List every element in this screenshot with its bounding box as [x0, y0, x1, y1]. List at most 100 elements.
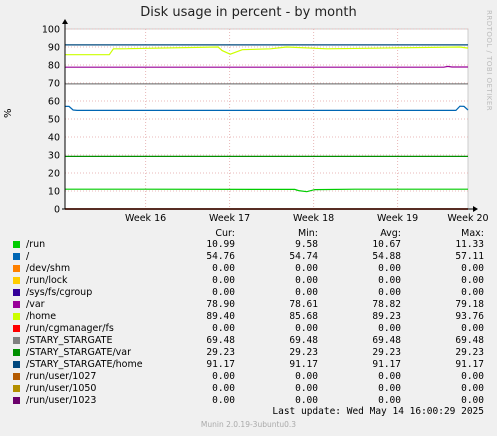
- legend-value-avg: 0.00: [378, 371, 401, 382]
- legend-row: / 54.76 54.74 54.88 57.11: [0, 251, 497, 263]
- axes: 0 10 20 30 40 50 60 70 80 90 100 Week 16 Week 17 Week…: [42, 19, 489, 224]
- series-line-: [65, 105, 469, 112]
- legend-series-name: /run/user/1027: [26, 371, 97, 382]
- series-line-home: [65, 46, 469, 56]
- legend-value-min: 0.00: [295, 383, 318, 394]
- legend-series-name: /STARY_STARGATE/home: [26, 359, 143, 370]
- legend-value-avg: 69.48: [372, 335, 401, 346]
- legend-swatch: [13, 337, 20, 344]
- legend-value-max: 29.23: [455, 347, 484, 358]
- legend-series-name: /run/lock: [26, 275, 68, 286]
- legend-value-min: 91.17: [289, 359, 318, 370]
- legend-swatch: [13, 397, 20, 404]
- legend-value-min: 9.58: [295, 239, 318, 250]
- legend-value-max: 57.11: [455, 251, 484, 262]
- legend-value-cur: 29.23: [206, 347, 235, 358]
- legend-row: /run 10.99 9.58 10.67 11.33: [0, 239, 497, 251]
- y-axis-arrow: [62, 19, 68, 24]
- legend-series-name: /STARY_STARGATE/var: [26, 347, 132, 358]
- legend-row: /STARY_STARGATE/var 29.23 29.23 29.23 29.23: [0, 347, 497, 359]
- header-min: Min:: [297, 228, 318, 239]
- legend-value-cur: 0.00: [212, 395, 235, 406]
- legend-value-avg: 0.00: [378, 395, 401, 406]
- y-tick-label: 30: [48, 151, 60, 162]
- y-tick-label: 50: [48, 115, 60, 126]
- legend-value-max: 0.00: [461, 323, 484, 334]
- legend-swatch: [13, 277, 20, 284]
- legend-series-name: /dev/shm: [26, 263, 71, 274]
- legend-row: /run/user/1023 0.00 0.00 0.00 0.00: [0, 395, 497, 407]
- legend-value-min: 0.00: [295, 275, 318, 286]
- legend-value-cur: 0.00: [212, 371, 235, 382]
- legend-value-max: 0.00: [461, 287, 484, 298]
- y-tick-label: 20: [48, 169, 60, 180]
- legend-value-avg: 10.67: [372, 239, 401, 250]
- legend-series-name: /var: [26, 299, 45, 310]
- legend-value-avg: 0.00: [378, 287, 401, 298]
- legend-value-max: 91.17: [455, 359, 484, 370]
- y-tick-label: 0: [54, 205, 60, 216]
- legend-row: /run/user/1027 0.00 0.00 0.00 0.00: [0, 371, 497, 383]
- legend-value-cur: 91.17: [206, 359, 235, 370]
- legend-value-min: 0.00: [295, 323, 318, 334]
- legend-swatch: [13, 265, 20, 272]
- legend-swatch: [13, 361, 20, 368]
- legend-value-cur: 54.76: [206, 251, 235, 262]
- legend-series-name: /home: [26, 311, 57, 322]
- legend-swatch: [13, 325, 20, 332]
- legend-value-cur: 89.40: [206, 311, 235, 322]
- legend-value-max: 0.00: [461, 395, 484, 406]
- y-tick-label: 80: [48, 61, 60, 72]
- y-tick-label: 100: [42, 25, 60, 36]
- legend-swatch: [13, 301, 20, 308]
- legend-value-cur: 10.99: [206, 239, 235, 250]
- legend-row: /sys/fs/cgroup 0.00 0.00 0.00 0.00: [0, 287, 497, 299]
- legend-value-max: 0.00: [461, 275, 484, 286]
- chart-title: Disk usage in percent - by month: [140, 5, 357, 20]
- legend-value-max: 79.18: [455, 299, 484, 310]
- legend-value-min: 29.23: [289, 347, 318, 358]
- legend-row: /run/lock 0.00 0.00 0.00 0.00: [0, 275, 497, 287]
- legend-swatch: [13, 385, 20, 392]
- legend-swatch: [13, 289, 20, 296]
- legend-row: /STARY_STARGATE/home 91.17 91.17 91.17 91.17: [0, 359, 497, 371]
- legend-row: /run/user/1050 0.00 0.00 0.00 0.00: [0, 383, 497, 395]
- header-max: Max:: [461, 228, 484, 239]
- munin-version: Munin 2.0.19-3ubuntu0.3: [200, 420, 297, 429]
- legend-row: /run/cgmanager/fs 0.00 0.00 0.00 0.00: [0, 323, 497, 335]
- legend-value-avg: 0.00: [378, 275, 401, 286]
- legend-series-name: /run/cgmanager/fs: [26, 323, 114, 334]
- legend-swatch: [13, 349, 20, 356]
- legend-value-min: 0.00: [295, 371, 318, 382]
- y-tick-label: 10: [48, 187, 60, 198]
- legend-value-max: 0.00: [461, 263, 484, 274]
- x-tick-label: Week 20: [447, 213, 488, 224]
- legend-value-cur: 0.00: [212, 263, 235, 274]
- series-line-run: [65, 188, 468, 193]
- legend-value-avg: 54.88: [372, 251, 401, 262]
- x-tick-label: Week 18: [293, 213, 334, 224]
- legend-value-avg: 91.17: [372, 359, 401, 370]
- legend-value-min: 54.74: [289, 251, 318, 262]
- legend-value-cur: 0.00: [212, 275, 235, 286]
- legend-value-cur: 69.48: [206, 335, 235, 346]
- legend-value-avg: 0.00: [378, 323, 401, 334]
- legend-row: /home 89.40 85.68 89.23 93.76: [0, 311, 497, 323]
- legend-value-avg: 0.00: [378, 263, 401, 274]
- legend-value-min: 0.00: [295, 263, 318, 274]
- legend-value-max: 69.48: [455, 335, 484, 346]
- legend-value-min: 85.68: [289, 311, 318, 322]
- legend-value-max: 0.00: [461, 371, 484, 382]
- legend-series-name: /: [26, 251, 30, 262]
- y-tick-label: 60: [48, 97, 60, 108]
- legend-row: /var 78.90 78.61 78.82 79.18: [0, 299, 497, 311]
- legend-swatch: [13, 253, 20, 260]
- legend-value-avg: 0.00: [378, 383, 401, 394]
- legend-value-min: 0.00: [295, 395, 318, 406]
- last-update: Last update: Wed May 14 16:00:29 2025: [272, 406, 484, 417]
- rrdtool-credit: RRDTOOL / TOBI OETIKER: [485, 10, 493, 112]
- legend-swatch: [13, 373, 20, 380]
- y-tick-label: 70: [48, 79, 60, 90]
- legend-value-min: 78.61: [289, 299, 318, 310]
- legend-value-min: 0.00: [295, 287, 318, 298]
